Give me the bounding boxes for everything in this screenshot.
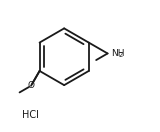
Text: HCl: HCl: [22, 110, 39, 120]
Text: 2: 2: [118, 52, 123, 58]
Text: O: O: [28, 81, 35, 90]
Text: NH: NH: [111, 49, 124, 58]
